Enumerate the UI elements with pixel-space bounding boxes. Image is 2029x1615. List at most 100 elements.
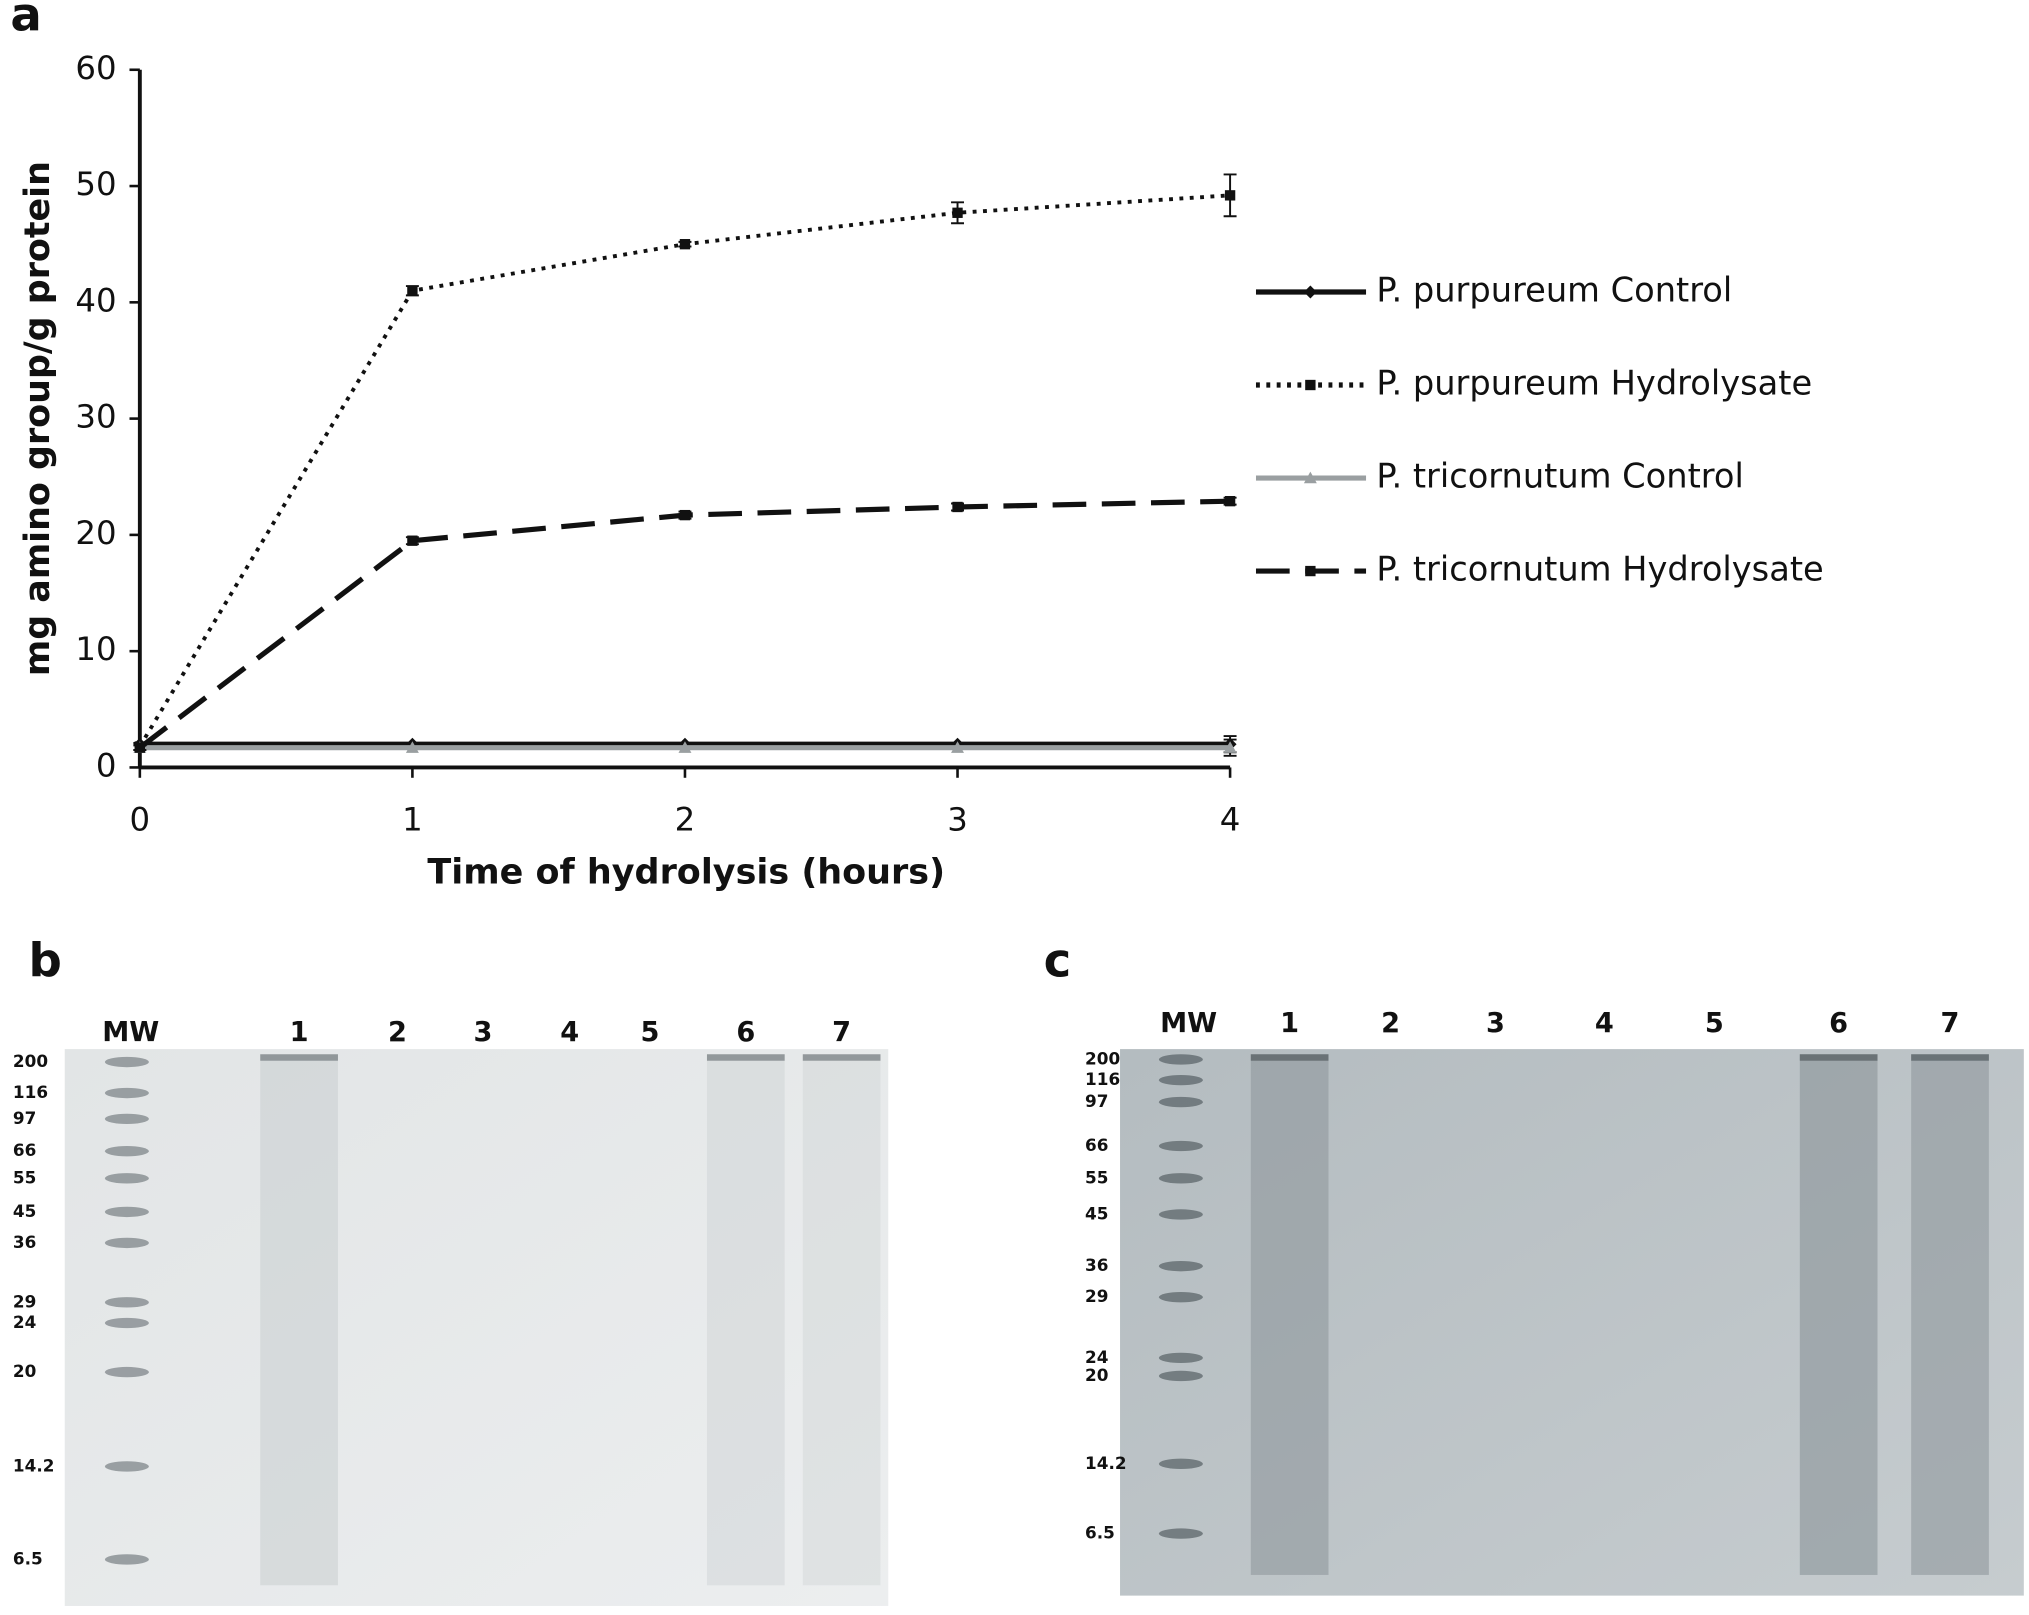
marker-label: 6.5: [13, 1548, 43, 1568]
marker: [678, 741, 692, 753]
ladder-band: [1158, 1096, 1203, 1108]
lane-label: 1: [290, 1017, 309, 1048]
lane-label: 3: [474, 1017, 493, 1048]
marker-label: 200: [13, 1051, 48, 1071]
lane-top-band: [802, 1054, 881, 1061]
marker-label: 36: [1085, 1255, 1108, 1275]
y-tick-label: 50: [75, 165, 116, 203]
lane-label: 3: [1486, 1008, 1505, 1039]
x-tick-label: 2: [675, 801, 696, 839]
series-line: [138, 498, 1231, 750]
ladder-band: [1158, 1458, 1203, 1470]
lane-label: 7: [1941, 1008, 1960, 1039]
ladder-band: [104, 1297, 149, 1308]
ladder-band: [104, 1206, 149, 1218]
marker: [952, 501, 963, 513]
ladder-band: [1158, 1173, 1203, 1184]
marker-label: 20: [13, 1361, 36, 1381]
lane-label: 2: [388, 1017, 407, 1048]
ladder-band: [1158, 1292, 1203, 1303]
ladder-band: [104, 1554, 149, 1565]
ladder-band: [104, 1461, 149, 1472]
marker-label: 45: [1085, 1203, 1108, 1223]
ladder-band: [104, 1173, 149, 1184]
marker: [407, 285, 418, 296]
ladder-band: [1158, 1054, 1203, 1065]
marker-label: 14.2: [1085, 1453, 1126, 1473]
lane-top-band: [1911, 1054, 1989, 1061]
marker: [1305, 565, 1316, 577]
lane-label: 6: [736, 1017, 755, 1048]
legend-label: P. tricornutum Control: [1376, 457, 1743, 496]
marker: [1223, 741, 1237, 753]
marker: [679, 509, 691, 521]
marker-label: 24: [13, 1312, 36, 1332]
lane-smear: [706, 1054, 785, 1586]
marker-label: 45: [13, 1201, 36, 1221]
ladder-band: [104, 1056, 149, 1068]
lane-smear: [1911, 1054, 1989, 1575]
lane-top-band: [1250, 1054, 1329, 1061]
marker: [405, 741, 419, 753]
marker: [1303, 285, 1317, 299]
y-tick-label: 60: [75, 49, 116, 87]
panel-label: a: [10, 0, 41, 42]
y-tick-label: 30: [75, 398, 116, 436]
panel-label: c: [1044, 933, 1072, 987]
marker-label: 116: [1085, 1069, 1120, 1089]
marker: [134, 742, 146, 753]
lane-label: 2: [1381, 1008, 1400, 1039]
lane-smear: [1250, 1054, 1329, 1575]
gel: [64, 1049, 889, 1606]
marker-label: 97: [13, 1108, 36, 1128]
marker: [951, 741, 965, 753]
lane-label: 5: [641, 1017, 660, 1048]
ladder-band: [1158, 1370, 1203, 1382]
y-tick-label: 10: [75, 630, 116, 668]
x-tick-label: 0: [130, 801, 151, 839]
ladder-band: [1158, 1260, 1203, 1272]
legend-label: P. purpureum Control: [1376, 271, 1732, 310]
ladder-band: [104, 1087, 149, 1099]
marker-label: 14.2: [13, 1455, 54, 1475]
legend-label: P. purpureum Hydrolysate: [1376, 364, 1812, 403]
ladder-band: [1158, 1352, 1203, 1364]
marker-label: 29: [1085, 1286, 1108, 1306]
lane-label: MW: [1160, 1008, 1217, 1039]
marker: [407, 535, 418, 546]
y-tick-label: 0: [96, 746, 117, 784]
ladder-band: [1158, 1209, 1203, 1220]
ladder-band: [104, 1113, 149, 1125]
ladder-band: [104, 1317, 149, 1329]
marker-label: 24: [1085, 1347, 1108, 1367]
marker-label: 6.5: [1085, 1523, 1115, 1543]
x-tick-label: 3: [947, 801, 968, 839]
series-line: [138, 193, 1231, 748]
marker-label: 97: [1085, 1091, 1108, 1111]
marker: [1224, 495, 1236, 507]
ladder-band: [104, 1146, 149, 1157]
marker-label: 36: [13, 1232, 36, 1252]
legend-label: P. tricornutum Hydrolysate: [1376, 550, 1823, 589]
y-tick-label: 20: [75, 514, 116, 552]
marker: [679, 239, 691, 250]
x-axis-label: Time of hydrolysis (hours): [427, 852, 945, 892]
lane-label: MW: [102, 1017, 159, 1048]
lane-label: 7: [832, 1017, 851, 1048]
lane-top-band: [1799, 1054, 1878, 1061]
marker-label: 20: [1085, 1365, 1108, 1385]
lane-smear: [260, 1054, 338, 1586]
lane-label: 6: [1829, 1008, 1848, 1039]
ladder-band: [1158, 1074, 1203, 1086]
y-axis-label: mg amino group/g protein: [18, 161, 58, 676]
marker-label: 116: [13, 1082, 48, 1102]
lane-top-band: [260, 1054, 338, 1061]
marker-label: 200: [1085, 1048, 1120, 1068]
lane-label: 5: [1705, 1008, 1724, 1039]
lane-label: 4: [560, 1017, 579, 1048]
ladder-band: [104, 1237, 149, 1249]
lane-label: 1: [1280, 1008, 1299, 1039]
lane-top-band: [706, 1054, 785, 1061]
marker-label: 55: [13, 1167, 36, 1187]
